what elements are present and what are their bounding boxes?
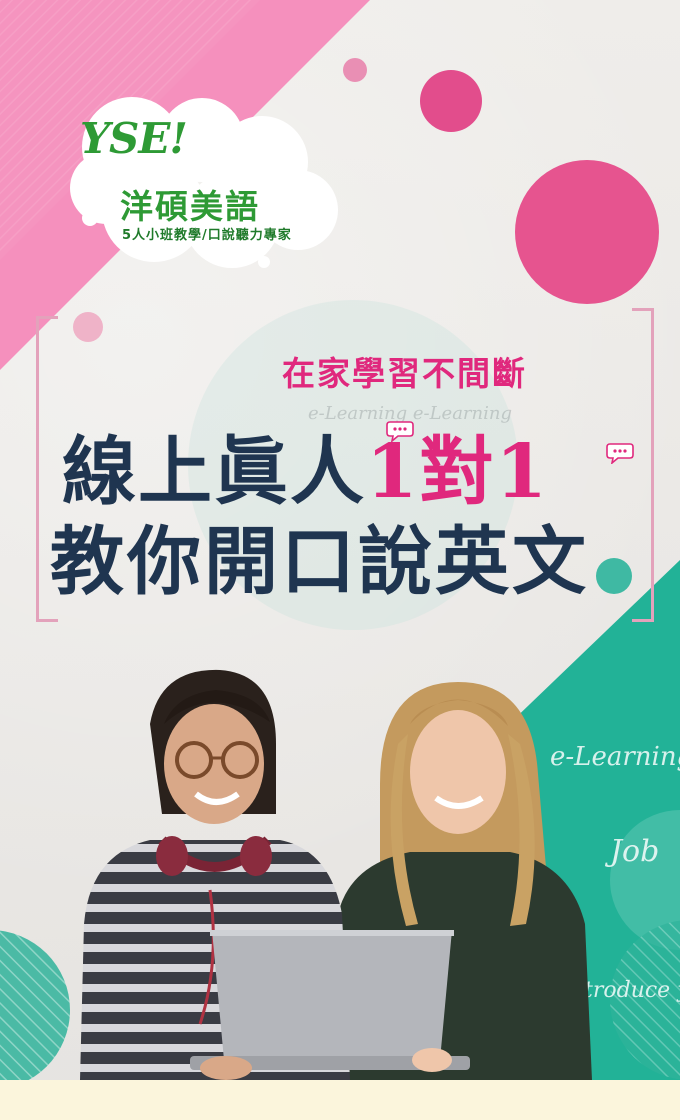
right-bracket	[632, 308, 654, 622]
pink-circle	[420, 70, 482, 132]
faint-background-text: e-Learning e-Learning	[308, 403, 513, 424]
left-bracket	[36, 316, 58, 622]
brand-tagline: 5人小班教學/口說聽力專家	[122, 228, 292, 243]
teal-dot	[596, 558, 632, 594]
hero-headline-line2: 教你開口說英文	[50, 519, 589, 605]
students-with-laptop-photo	[80, 669, 592, 1080]
soft-circle	[188, 300, 518, 630]
hero-subtitle: 在家學習不間斷	[282, 354, 527, 393]
brand-logo: YSE! 洋碩美語 5人小班教學/口說聽力專家	[62, 92, 340, 268]
pink-dot	[343, 58, 367, 82]
chat-bubble-icon	[386, 421, 414, 442]
headline-accent: 1對1	[366, 429, 549, 515]
large-pink-circle	[515, 160, 659, 304]
hero-headline-line1: 線上眞人1對1	[62, 412, 549, 519]
headline-prefix: 線上眞人	[62, 429, 366, 515]
script-word-introduce: troduce y	[584, 978, 680, 1003]
chat-bubble-icon	[606, 443, 634, 464]
brand-name: 洋碩美語	[120, 187, 260, 226]
script-word-job: Job	[610, 834, 660, 869]
light-pink-dot	[73, 312, 103, 342]
logo-mark: YSE!	[80, 114, 188, 163]
script-word-elearning: e-Learning	[550, 742, 680, 772]
logo-cloud-icon	[70, 97, 338, 268]
bottom-bar	[0, 1080, 680, 1120]
